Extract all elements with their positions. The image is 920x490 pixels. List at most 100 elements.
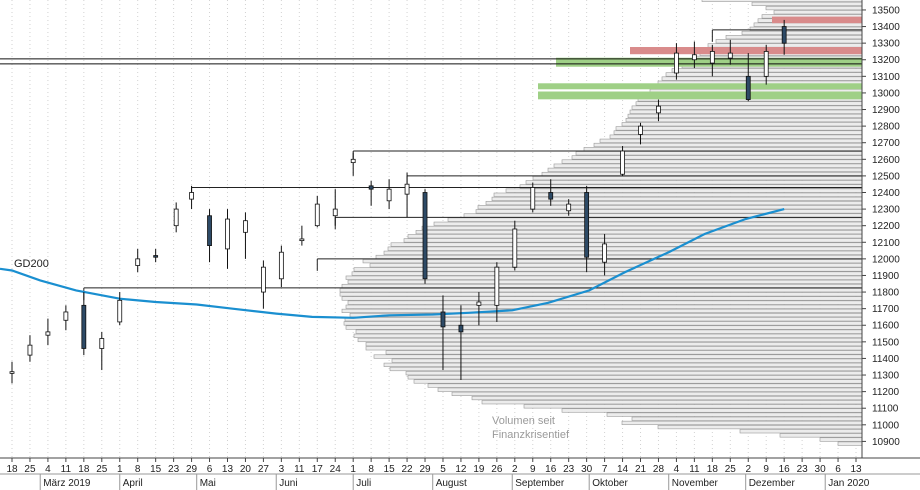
x-tick-label: 30 <box>581 464 593 475</box>
volume-profile-bar <box>561 159 863 164</box>
y-tick-label: 12300 <box>872 205 900 216</box>
y-tick-label: 11400 <box>872 354 900 365</box>
y-tick-label: 11200 <box>872 387 900 398</box>
volume-profile-bar <box>613 130 863 135</box>
volume-profile-bar <box>627 113 863 119</box>
price-zone <box>630 47 862 55</box>
candle-body <box>45 331 51 336</box>
annotation-line-2: Finanzkrisentief <box>492 429 570 441</box>
volume-profile-bar <box>403 238 863 243</box>
candle-body <box>763 51 769 77</box>
volume-profile-bar <box>615 126 863 131</box>
x-tick-label: 2 <box>512 464 518 475</box>
candle-body <box>189 192 194 200</box>
volume-profile-bar <box>575 151 863 156</box>
volume-profile-bar <box>725 35 863 40</box>
volume-profile-bar <box>390 242 863 247</box>
volume-profile-bar <box>547 167 863 172</box>
candle-body <box>566 203 572 212</box>
x-tick-label: 21 <box>635 464 647 475</box>
x-tick-label: 11 <box>689 464 700 475</box>
x-tick-label: 6 <box>207 464 213 475</box>
y-tick-label: 11000 <box>872 420 900 431</box>
month-label: März 2019 <box>43 478 91 489</box>
volume-profile-bar <box>525 180 863 185</box>
candle-body <box>745 75 751 100</box>
volume-profile-bar <box>447 217 863 222</box>
x-tick-label: 9 <box>530 464 536 475</box>
price-zone <box>538 91 862 100</box>
price-zones <box>538 16 862 100</box>
month-label: Mai <box>200 478 216 489</box>
candle-body <box>494 266 500 306</box>
candle-body <box>117 299 123 323</box>
month-label: Jan 2020 <box>828 478 870 489</box>
volume-profile-bar <box>339 288 863 293</box>
volume-profile-bar <box>625 118 863 123</box>
candle-body <box>422 192 428 280</box>
candle-body <box>404 183 410 195</box>
x-tick-label: 25 <box>96 464 108 475</box>
candle-body <box>314 203 320 227</box>
candle-body <box>548 192 554 200</box>
candle-body <box>476 301 482 306</box>
volume-profile-bar <box>553 163 863 168</box>
y-axis-background <box>862 0 920 458</box>
volume-profile-bar <box>421 225 863 231</box>
y-tick-label: 12600 <box>872 155 900 166</box>
volume-profile-bar <box>715 39 863 44</box>
candle-body <box>638 125 643 135</box>
x-tick-label: 5 <box>440 464 446 475</box>
volume-profile-bar <box>351 271 863 276</box>
y-tick-label: 11700 <box>872 304 900 315</box>
volume-profile-bar <box>365 346 863 351</box>
y-tick-label: 13000 <box>872 88 900 99</box>
volume-profile-bar <box>609 134 863 139</box>
volume-profile-bar <box>345 325 863 330</box>
x-tick-label: 19 <box>473 464 485 475</box>
candle-body <box>9 371 15 374</box>
volume-profile-bar <box>413 379 863 384</box>
volume-profile-bar <box>571 155 863 160</box>
volume-profile-bar <box>357 337 863 343</box>
moving-average <box>0 208 785 319</box>
y-tick-label: 12500 <box>872 171 900 182</box>
y-tick-label: 12100 <box>872 238 900 249</box>
month-label: Juli <box>356 478 371 489</box>
y-tick-label: 10900 <box>872 437 900 448</box>
x-tick-label: 23 <box>797 464 809 475</box>
candle-body <box>332 208 338 217</box>
y-tick-label: 13500 <box>872 5 900 16</box>
month-label: Oktober <box>592 478 628 489</box>
volume-profile <box>339 0 863 446</box>
candle-body <box>225 218 230 250</box>
month-label: August <box>436 478 467 489</box>
x-tick-label: 11 <box>61 464 72 475</box>
volume-profile-bar <box>631 416 863 421</box>
volume-profile-bar <box>427 383 863 388</box>
x-tick-label: 30 <box>815 464 827 475</box>
candle-body <box>135 258 141 266</box>
candle-body <box>386 188 392 202</box>
y-tick-label: 12400 <box>872 188 900 199</box>
y-tick-label: 12800 <box>872 122 900 133</box>
candle-body <box>530 187 536 210</box>
volume-profile-bar <box>375 254 863 260</box>
volume-profile-bar <box>621 420 863 426</box>
volume-profile-bar <box>451 391 863 396</box>
x-tick-label: 29 <box>186 464 198 475</box>
volume-profile-bar <box>657 425 863 430</box>
y-tick-label: 13400 <box>872 22 900 33</box>
candle-body <box>153 255 159 258</box>
volume-profile-bar <box>355 329 863 334</box>
price-zone <box>772 16 862 24</box>
volume-profile-bar <box>383 362 863 367</box>
x-tick-label: 22 <box>402 464 414 475</box>
candle-body <box>173 208 179 227</box>
volume-profile-bar <box>635 101 863 106</box>
candle-body <box>691 54 697 61</box>
x-axis: 18 25 4 11 18 25 1 8 15 23 29 6 13 20 27 3 11 17 24 1 8 15 22 2… <box>0 457 920 490</box>
volume-profile-bar <box>765 6 863 11</box>
volume-profile-bar <box>407 375 863 380</box>
